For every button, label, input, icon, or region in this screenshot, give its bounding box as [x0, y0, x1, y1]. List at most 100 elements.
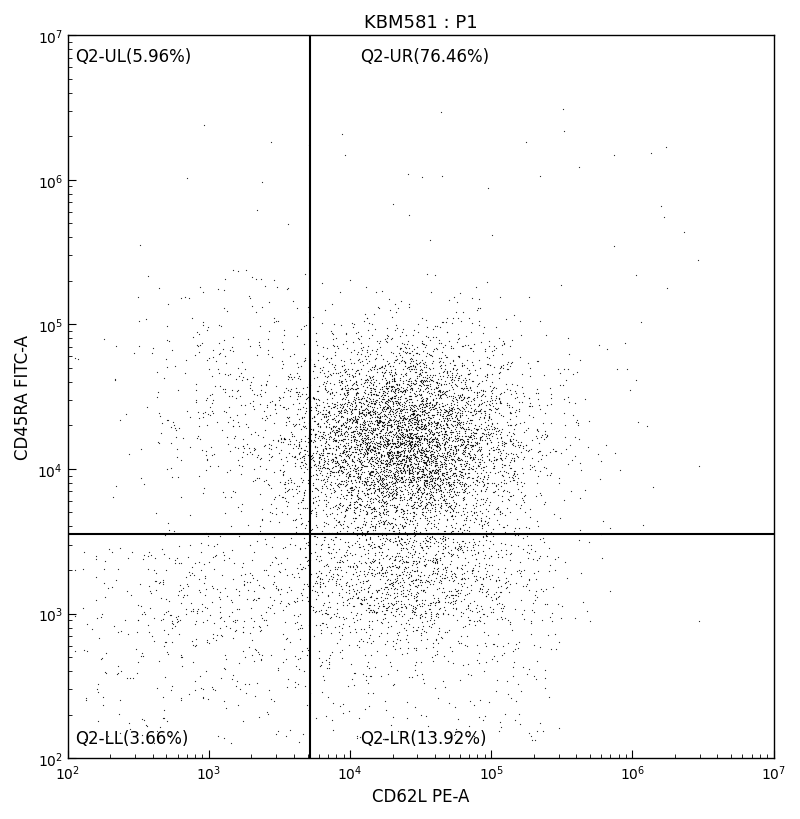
- Point: [478, 428, 490, 441]
- Point: [263, 591, 276, 604]
- Point: [505, 356, 518, 369]
- Point: [68, 609, 81, 622]
- Point: [402, 473, 414, 486]
- Point: [342, 584, 355, 597]
- Point: [546, 581, 559, 594]
- Point: [416, 495, 429, 508]
- Point: [595, 528, 608, 541]
- Point: [453, 333, 466, 346]
- Point: [154, 721, 166, 734]
- Point: [394, 455, 407, 468]
- Point: [377, 416, 390, 429]
- Point: [262, 448, 275, 461]
- Point: [298, 489, 311, 502]
- Point: [357, 539, 370, 552]
- Point: [354, 468, 367, 482]
- Point: [418, 409, 430, 422]
- Point: [415, 449, 428, 462]
- Point: [426, 394, 439, 407]
- Point: [401, 528, 414, 541]
- Point: [558, 419, 571, 432]
- Point: [344, 434, 357, 447]
- Point: [334, 460, 346, 473]
- Point: [422, 402, 435, 415]
- Point: [470, 423, 482, 437]
- Point: [244, 566, 257, 579]
- Point: [410, 373, 423, 386]
- Point: [410, 468, 423, 481]
- Point: [407, 414, 420, 427]
- Point: [507, 656, 520, 669]
- Point: [451, 312, 464, 325]
- Point: [123, 717, 136, 730]
- Point: [460, 512, 473, 525]
- Point: [295, 387, 308, 400]
- Point: [398, 384, 411, 397]
- Point: [482, 569, 495, 582]
- Point: [329, 425, 342, 438]
- Point: [414, 584, 427, 597]
- Point: [130, 626, 143, 639]
- Point: [363, 419, 376, 432]
- Point: [560, 443, 573, 456]
- Point: [378, 694, 391, 707]
- Point: [345, 658, 358, 671]
- Point: [112, 626, 125, 639]
- Point: [158, 372, 170, 385]
- Point: [450, 463, 462, 476]
- Point: [386, 333, 398, 346]
- Point: [330, 410, 342, 423]
- Point: [504, 407, 517, 420]
- Point: [320, 467, 333, 480]
- Point: [381, 401, 394, 414]
- Point: [177, 581, 190, 595]
- Point: [449, 500, 462, 513]
- Point: [371, 417, 384, 430]
- Point: [463, 486, 476, 500]
- Point: [446, 426, 459, 439]
- Point: [283, 438, 296, 451]
- Point: [428, 400, 441, 413]
- Point: [418, 625, 430, 638]
- Point: [449, 430, 462, 443]
- Point: [470, 462, 482, 475]
- Point: [309, 546, 322, 559]
- Point: [415, 441, 428, 455]
- Point: [367, 553, 380, 566]
- Point: [418, 370, 431, 383]
- Point: [412, 551, 425, 564]
- Point: [422, 603, 435, 616]
- Point: [383, 446, 396, 459]
- Point: [478, 515, 491, 528]
- Point: [376, 493, 389, 506]
- Point: [420, 464, 433, 477]
- Point: [514, 717, 526, 731]
- Point: [405, 539, 418, 552]
- Point: [380, 498, 393, 511]
- Point: [437, 608, 450, 621]
- Point: [293, 735, 306, 749]
- Point: [386, 398, 399, 411]
- Point: [528, 606, 541, 619]
- Point: [363, 604, 376, 617]
- Point: [336, 417, 349, 430]
- Point: [197, 315, 210, 328]
- Point: [351, 448, 364, 461]
- Point: [162, 604, 175, 618]
- Point: [182, 688, 195, 701]
- Point: [410, 624, 422, 637]
- Point: [343, 469, 356, 482]
- Point: [466, 464, 478, 477]
- Point: [338, 397, 351, 410]
- Point: [246, 649, 258, 662]
- Point: [356, 495, 369, 509]
- Point: [494, 453, 507, 466]
- Point: [339, 476, 352, 489]
- Point: [234, 505, 247, 518]
- Point: [422, 444, 435, 457]
- Point: [435, 422, 448, 435]
- Point: [359, 532, 372, 545]
- Point: [381, 411, 394, 424]
- Point: [401, 431, 414, 444]
- Point: [270, 508, 282, 521]
